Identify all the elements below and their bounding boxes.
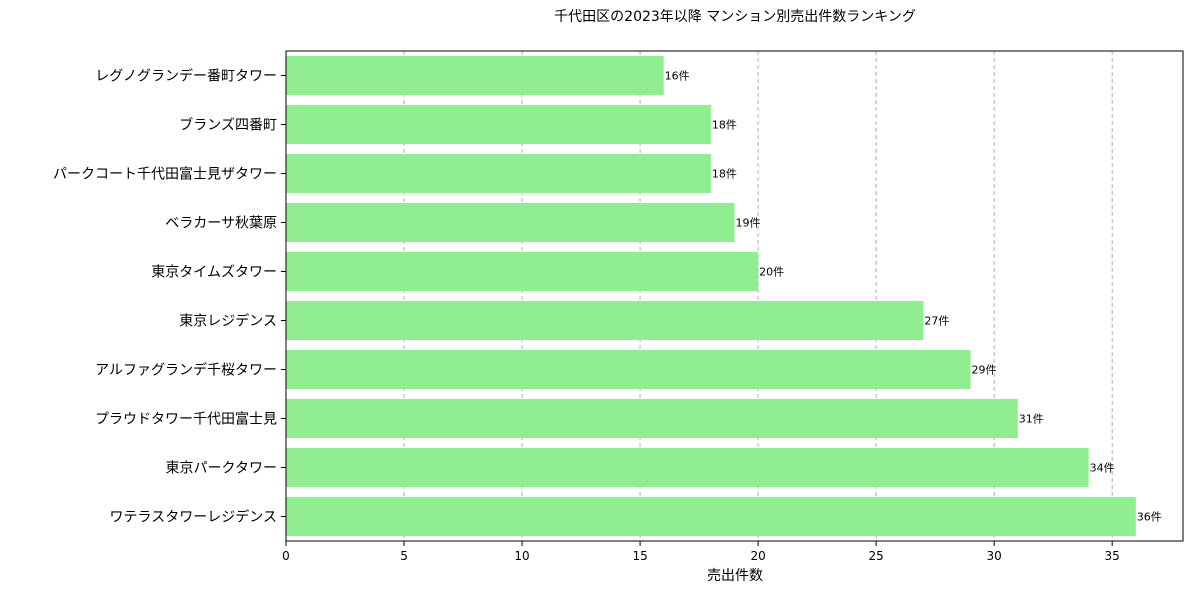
bar-value-label: 18件 bbox=[712, 119, 737, 132]
chart-title: 千代田区の2023年以降 マンション別売出件数ランキング bbox=[554, 9, 916, 25]
data-labels: 36件 34件 31件 29件 27件 20件 19件 18件 18件 16件 bbox=[665, 70, 1162, 524]
bar-value-label: 36件 bbox=[1137, 511, 1162, 524]
bar bbox=[286, 496, 1136, 537]
x-tick-label: 30 bbox=[987, 549, 1002, 563]
x-tick-label: 5 bbox=[400, 549, 408, 563]
bar-value-label: 16件 bbox=[665, 70, 690, 83]
plot-frame bbox=[285, 50, 1184, 542]
x-tick-label: 15 bbox=[632, 549, 647, 563]
y-tick-label: 東京レジデンス bbox=[179, 313, 277, 330]
bar bbox=[286, 300, 924, 341]
x-tick-label: 0 bbox=[282, 549, 290, 563]
y-tick-label: パークコート千代田富士見ザタワー bbox=[53, 166, 277, 183]
y-tick-label: レグノグランデー番町タワー bbox=[95, 68, 277, 85]
bar-value-label: 20件 bbox=[759, 266, 784, 279]
bar bbox=[286, 251, 759, 292]
bar bbox=[286, 349, 971, 390]
y-tick-label: プラウドタワー千代田富士見 bbox=[95, 411, 277, 428]
x-tick-label: 10 bbox=[514, 549, 529, 563]
y-tick-label: アルファグランデ千桜タワー bbox=[95, 362, 277, 379]
y-tick-label: ベラカーサ秋葉原 bbox=[165, 216, 277, 232]
x-axis-label: 売出件数 bbox=[707, 568, 763, 584]
bar-value-label: 19件 bbox=[736, 217, 761, 230]
bar-value-label: 31件 bbox=[1019, 413, 1044, 426]
x-tick-label: 25 bbox=[868, 549, 883, 563]
bars bbox=[286, 55, 1136, 537]
bar bbox=[286, 153, 711, 194]
x-tick-label: 20 bbox=[750, 549, 765, 563]
bar-value-label: 34件 bbox=[1090, 462, 1115, 475]
x-axis: 0 5 10 15 20 25 30 35 bbox=[282, 541, 1120, 563]
y-tick-label: ブランズ四番町 bbox=[179, 117, 277, 134]
bar bbox=[286, 104, 711, 145]
bar-value-label: 27件 bbox=[924, 315, 949, 328]
y-tick-label: ワテラスタワーレジデンス bbox=[110, 509, 277, 526]
x-tick-label: 35 bbox=[1105, 549, 1120, 563]
bar bbox=[286, 447, 1089, 488]
bar bbox=[286, 55, 664, 96]
bar bbox=[286, 202, 735, 243]
y-axis: ワテラスタワーレジデンス 東京パークタワー プラウドタワー千代田富士見アルファグラン… bbox=[53, 68, 286, 526]
bar bbox=[286, 398, 1018, 439]
bar-value-label: 29件 bbox=[972, 364, 997, 377]
bar-value-label: 18件 bbox=[712, 168, 737, 181]
y-tick-label: 東京パークタワー bbox=[166, 461, 277, 477]
y-tick-label: 東京タイムズタワー bbox=[151, 265, 277, 281]
